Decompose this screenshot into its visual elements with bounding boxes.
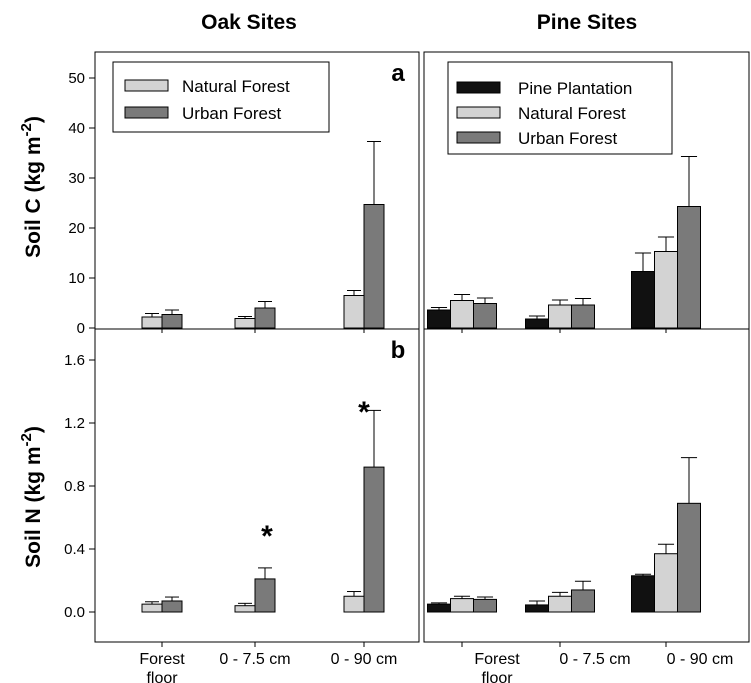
bar bbox=[343, 595, 365, 613]
oak-sites-title: Oak Sites bbox=[201, 11, 297, 34]
bar bbox=[161, 600, 183, 613]
y-tick-label: 0.0 bbox=[64, 604, 85, 621]
y-tick-label: 30 bbox=[68, 170, 85, 187]
soil-c-axis-label: Soil C (kg m-2) bbox=[18, 116, 45, 258]
bar bbox=[343, 295, 365, 329]
bar bbox=[161, 314, 183, 329]
legend-swatch-urban-forest bbox=[124, 106, 169, 119]
bar bbox=[254, 578, 276, 613]
legend-label-urban-forest: Urban Forest bbox=[182, 104, 281, 123]
legend-oak: Natural Forest Urban Forest bbox=[112, 61, 330, 133]
bar bbox=[473, 303, 497, 329]
bar bbox=[450, 300, 474, 329]
bar bbox=[525, 318, 549, 329]
panel-letter-b: b bbox=[391, 337, 406, 364]
bar bbox=[571, 589, 595, 613]
bar bbox=[548, 304, 572, 329]
bar bbox=[254, 307, 276, 329]
bar bbox=[234, 605, 256, 613]
chart-marks: 0 10 20 30 40 50 0.0 0.4 0.8 1.2 1.6 bbox=[64, 70, 701, 647]
legend-label-natural-forest: Natural Forest bbox=[182, 77, 290, 96]
x-tick-label: 0 - 7.5 cm bbox=[559, 651, 630, 668]
bar bbox=[548, 595, 572, 613]
legend-label-pine-plantation: Pine Plantation bbox=[518, 79, 632, 98]
y-tick-label: 0.4 bbox=[64, 541, 85, 558]
y-tick-label: 40 bbox=[68, 120, 85, 137]
legend-label-urban-forest: Urban Forest bbox=[518, 129, 617, 148]
soil-n-axis-label: Soil N (kg m-2) bbox=[18, 426, 45, 568]
bar bbox=[631, 575, 655, 613]
bar bbox=[631, 271, 655, 329]
bar bbox=[141, 603, 163, 613]
y-tick-label: 20 bbox=[68, 220, 85, 237]
y-tick-label: 50 bbox=[68, 70, 85, 87]
bar bbox=[234, 318, 256, 329]
bar bbox=[473, 598, 497, 613]
bar bbox=[363, 204, 385, 329]
y-tick-label: 0.8 bbox=[64, 478, 85, 495]
x-tick-label: 0 - 7.5 cm bbox=[219, 651, 290, 668]
legend-swatch-natural-forest bbox=[124, 79, 169, 92]
bar bbox=[141, 316, 163, 329]
panel-letter-a: a bbox=[391, 60, 405, 87]
x-tick-label: 0 - 90 cm bbox=[667, 651, 734, 668]
legend-box bbox=[112, 61, 330, 133]
x-tick-label: 0 - 90 cm bbox=[331, 651, 398, 668]
y-tick-label: 1.2 bbox=[64, 415, 85, 432]
y-tick-label: 10 bbox=[68, 270, 85, 287]
bar bbox=[427, 309, 451, 329]
bar bbox=[571, 304, 595, 329]
x-tick-label: floor bbox=[481, 670, 513, 683]
bar bbox=[363, 466, 385, 613]
legend-swatch-pine-plantation bbox=[456, 81, 501, 94]
x-tick-label: Forest bbox=[139, 651, 185, 668]
bar bbox=[450, 598, 474, 613]
bar bbox=[654, 553, 678, 613]
legend-pine: Pine Plantation Natural Forest Urban For… bbox=[447, 61, 673, 155]
y-tick-label: 0 bbox=[77, 320, 85, 337]
bar bbox=[677, 206, 701, 329]
bar bbox=[677, 502, 701, 613]
x-tick-label: Forest bbox=[474, 651, 520, 668]
panel-frame-pine-n bbox=[423, 328, 750, 643]
x-tick-label: floor bbox=[146, 670, 178, 683]
bar bbox=[654, 251, 678, 329]
bar bbox=[427, 603, 451, 613]
legend-label-natural-forest: Natural Forest bbox=[518, 104, 626, 123]
bar bbox=[525, 604, 549, 613]
pine-sites-title: Pine Sites bbox=[537, 11, 637, 34]
legend-swatch-natural-forest bbox=[456, 106, 501, 119]
y-tick-label: 1.6 bbox=[64, 352, 85, 369]
significance-asterisk: * bbox=[358, 396, 370, 429]
significance-asterisk: * bbox=[261, 520, 273, 553]
legend-swatch-urban-forest bbox=[456, 131, 501, 144]
